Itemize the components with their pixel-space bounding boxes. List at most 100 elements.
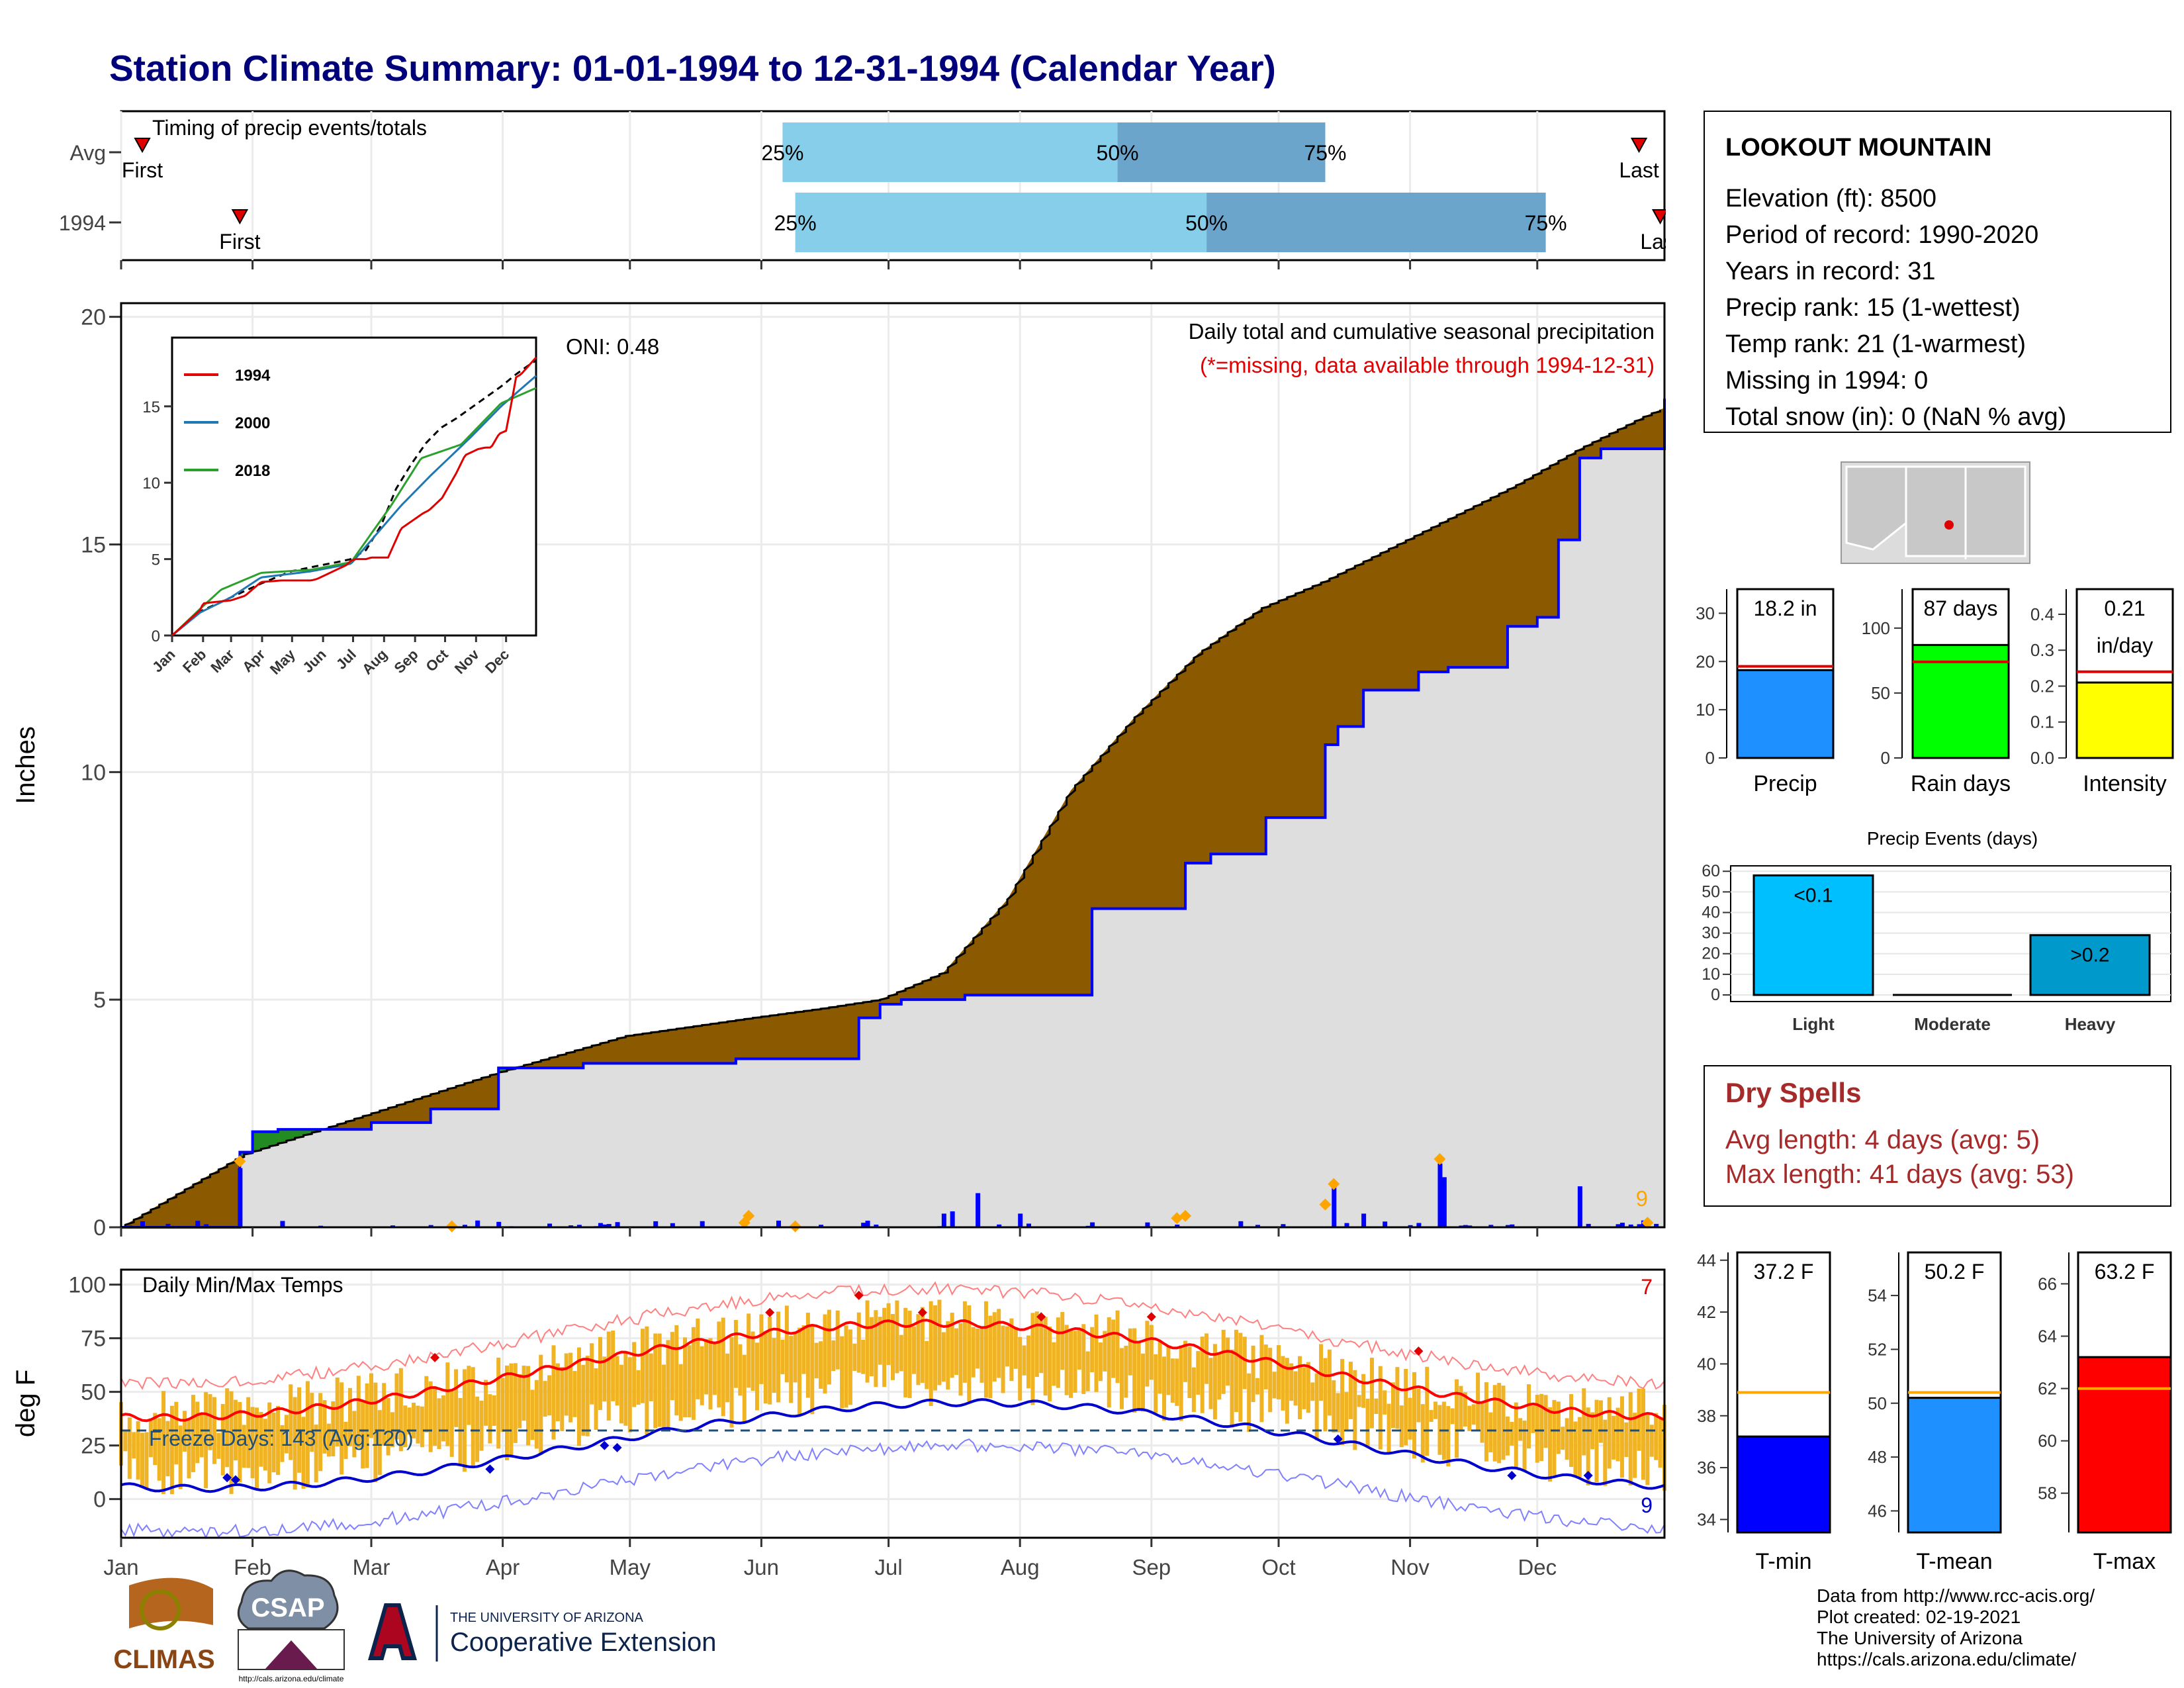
- footer-line: Plot created: 02-19-2021: [1817, 1607, 2021, 1627]
- daily-temp-bar: [958, 1323, 963, 1396]
- oni-label: ONI: 0.48: [566, 334, 659, 359]
- precip-panel-title: Daily total and cumulative seasonal prec…: [1189, 319, 1655, 344]
- daily-temp-bar: [1645, 1415, 1650, 1485]
- daily-temp-bar: [687, 1345, 692, 1418]
- precip-event-bar: [2029, 934, 2151, 996]
- month-label: May: [610, 1555, 651, 1579]
- daily-temp-bar: [1289, 1363, 1294, 1401]
- daily-temp-bar: [950, 1313, 954, 1378]
- daily-temp-bar: [1259, 1335, 1264, 1423]
- daily-precip-bar: [1654, 1223, 1659, 1227]
- daily-temp-bar: [1369, 1358, 1374, 1429]
- daily-temp-bar: [759, 1314, 764, 1384]
- daily-temp-bar: [852, 1343, 857, 1371]
- daily-precip-bar: [1463, 1225, 1468, 1227]
- dry-spells-title: Dry Spells: [1725, 1077, 1861, 1108]
- daily-temp-bar: [997, 1309, 1001, 1378]
- record-high-marker: [1036, 1312, 1046, 1322]
- daily-temp-bar: [509, 1363, 514, 1458]
- summary-bar: [1736, 669, 1835, 759]
- summary-ytick-label: 50: [1871, 683, 1890, 703]
- temp-ytick-label: 100: [68, 1273, 106, 1298]
- daily-temp-bar: [1064, 1325, 1069, 1395]
- daily-temp-bar: [581, 1364, 586, 1436]
- daily-precip-bar: [1281, 1224, 1286, 1227]
- precip-corner-count: 9: [1636, 1186, 1648, 1211]
- daily-temp-bar: [1577, 1417, 1582, 1477]
- daily-temp-bar: [1404, 1368, 1408, 1446]
- daily-temp-bar: [696, 1318, 700, 1399]
- record-high-marker: [1414, 1346, 1424, 1356]
- daily-precip-bar: [976, 1193, 981, 1227]
- daily-temp-bar: [229, 1391, 234, 1494]
- daily-precip-bar: [1615, 1224, 1621, 1227]
- daily-temp-bar: [886, 1303, 891, 1366]
- daily-temp-bar: [1319, 1344, 1324, 1401]
- daily-temp-bar: [1166, 1346, 1171, 1395]
- daily-temp-bar: [403, 1405, 408, 1448]
- daily-temp-bar: [916, 1314, 921, 1385]
- temp-summary-value: 50.2 F: [1925, 1260, 1985, 1284]
- timing-clip: [1666, 99, 1706, 271]
- record-low-marker: [230, 1475, 240, 1485]
- summary-ytick-label: 0.0: [2030, 748, 2054, 768]
- daily-temp-bar: [1263, 1344, 1268, 1389]
- precip-event-bar: [1752, 874, 1874, 996]
- max-precip-marker: [1319, 1198, 1332, 1211]
- summary-bar: [1911, 643, 2010, 759]
- daily-temp-bar: [1094, 1314, 1099, 1392]
- precip-ytick-label: 0: [93, 1215, 106, 1241]
- daily-temp-bar: [343, 1421, 348, 1460]
- daily-temp-bar: [967, 1305, 972, 1402]
- daily-temp-bar: [445, 1362, 450, 1446]
- summary-label: Precip: [1753, 771, 1817, 796]
- daily-temp-bar: [700, 1346, 704, 1405]
- daily-precip-bar: [606, 1224, 612, 1227]
- daily-temp-bar: [242, 1425, 246, 1468]
- daily-temp-bar: [488, 1394, 492, 1444]
- daily-temp-bar: [1565, 1418, 1569, 1460]
- daily-precip-bar: [238, 1168, 243, 1227]
- summary-ytick-label: 100: [1862, 618, 1890, 638]
- station-info-line: Elevation (ft): 8500: [1725, 185, 1936, 212]
- daily-temp-bar: [1586, 1407, 1590, 1486]
- daily-temp-bar: [751, 1331, 755, 1391]
- daily-temp-bar: [191, 1395, 195, 1472]
- daily-temp-bar: [645, 1326, 649, 1434]
- daily-temp-bar: [789, 1336, 794, 1403]
- events-ytick-label: 40: [1702, 903, 1720, 921]
- station-info-line: Years in record: 31: [1725, 258, 1936, 285]
- summary-ytick-label: 0: [1881, 748, 1890, 768]
- inset-2018-line: [171, 387, 537, 637]
- daily-temp-bar: [1383, 1390, 1387, 1415]
- timing-quantile-label: 50%: [1097, 141, 1139, 165]
- daily-temp-bar: [1633, 1413, 1637, 1478]
- daily-temp-bar: [941, 1332, 946, 1382]
- daily-temp-bar: [340, 1382, 344, 1475]
- daily-temp-bar: [441, 1395, 445, 1442]
- month-label: Sep: [1132, 1555, 1171, 1579]
- daily-temp-bar: [976, 1328, 980, 1369]
- summary-ytick-label: 0.1: [2030, 712, 2054, 732]
- climas-logo-text: CLIMAS: [113, 1645, 214, 1674]
- first-marker-icon: [134, 138, 151, 154]
- summary-ytick-label: 0.2: [2030, 676, 2054, 696]
- daily-temp-bar: [763, 1331, 768, 1404]
- daily-precip-bar: [653, 1221, 659, 1227]
- daily-temp-bar: [747, 1313, 751, 1388]
- daily-temp-bar: [123, 1430, 128, 1452]
- summary-value: 18.2 in: [1753, 596, 1817, 620]
- daily-temp-bar: [212, 1397, 216, 1464]
- temp-summary-ytick-label: 40: [1697, 1354, 1716, 1374]
- daily-precip-bar: [1018, 1213, 1023, 1227]
- daily-precip-bar: [941, 1213, 946, 1227]
- daily-temp-bar: [1145, 1321, 1150, 1387]
- inset-frame: [171, 336, 537, 637]
- month-label: Mar: [353, 1555, 390, 1579]
- daily-temp-bar: [144, 1432, 149, 1490]
- daily-temp-bar: [454, 1369, 459, 1427]
- temp-summary-ytick-label: 66: [2038, 1274, 2057, 1293]
- daily-temp-bar: [377, 1410, 382, 1476]
- daily-temp-bar: [178, 1425, 183, 1489]
- timing-quantile-label: 25%: [761, 141, 803, 165]
